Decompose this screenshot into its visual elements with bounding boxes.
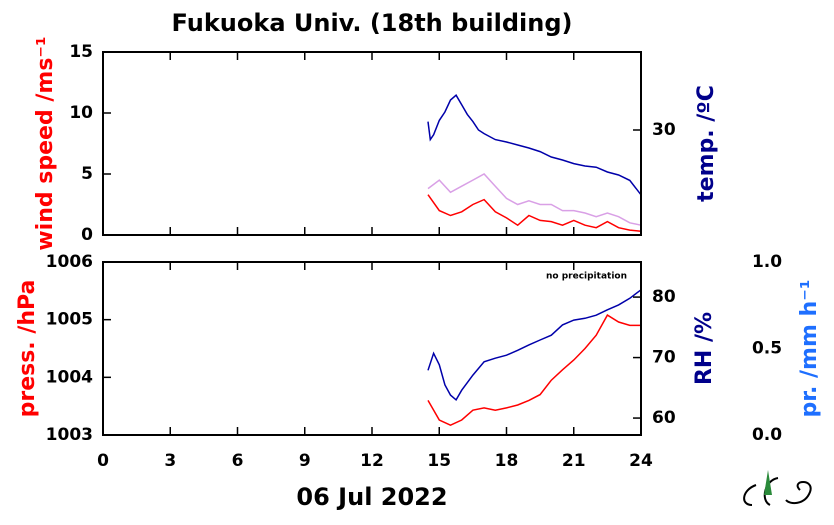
plot-frame	[102, 51, 642, 236]
y-tick-label: 10	[69, 103, 93, 123]
data-line	[427, 314, 641, 427]
x-tick-label: 18	[495, 451, 519, 471]
x-axis-label: 06 Jul 2022	[296, 483, 447, 511]
y2-tick-label: 60	[652, 408, 676, 428]
plot-frame	[102, 261, 642, 436]
x-tick-label: 21	[562, 451, 586, 471]
y-tick-label: 1004	[46, 367, 93, 387]
y-tick-label: 5	[81, 164, 93, 184]
y2-tick-label: 80	[652, 287, 676, 307]
data-line	[427, 194, 642, 233]
y-tick-label: 1005	[46, 310, 93, 330]
x-tick-label: 15	[427, 451, 451, 471]
y-axis-label: press. /hPa	[15, 280, 40, 418]
x-tick-label: 9	[299, 451, 311, 471]
annotation: no precipitation	[546, 272, 627, 282]
data-line	[427, 94, 642, 196]
x-tick-label: 3	[164, 451, 176, 471]
logo	[743, 470, 812, 506]
x-tick-label: 12	[360, 451, 384, 471]
y2-axis-label: temp. /ºC	[694, 85, 719, 202]
y3-tick-label: 1.0	[752, 252, 782, 272]
y3-tick-label: 0.5	[752, 339, 782, 359]
data-line	[427, 289, 642, 402]
x-tick-label: 24	[629, 451, 653, 471]
x-tick-label: 0	[97, 451, 109, 471]
y-tick-label: 0	[81, 225, 93, 245]
chart-title: Fukuoka Univ. (18th building)	[172, 9, 573, 37]
y2-axis-label: RH /%	[692, 312, 717, 385]
data-line	[427, 173, 642, 226]
y3-tick-label: 0.0	[752, 425, 782, 445]
y-axis-label: wind speed /ms⁻¹	[33, 36, 58, 250]
y-tick-label: 15	[69, 42, 93, 62]
y2-tick-label: 30	[652, 120, 676, 140]
y-tick-label: 1006	[46, 252, 93, 272]
x-tick-label: 6	[232, 451, 244, 471]
y-tick-label: 1003	[46, 425, 93, 445]
y3-axis-label: pr. /mm h⁻¹	[797, 280, 822, 418]
y2-tick-label: 70	[652, 348, 676, 368]
